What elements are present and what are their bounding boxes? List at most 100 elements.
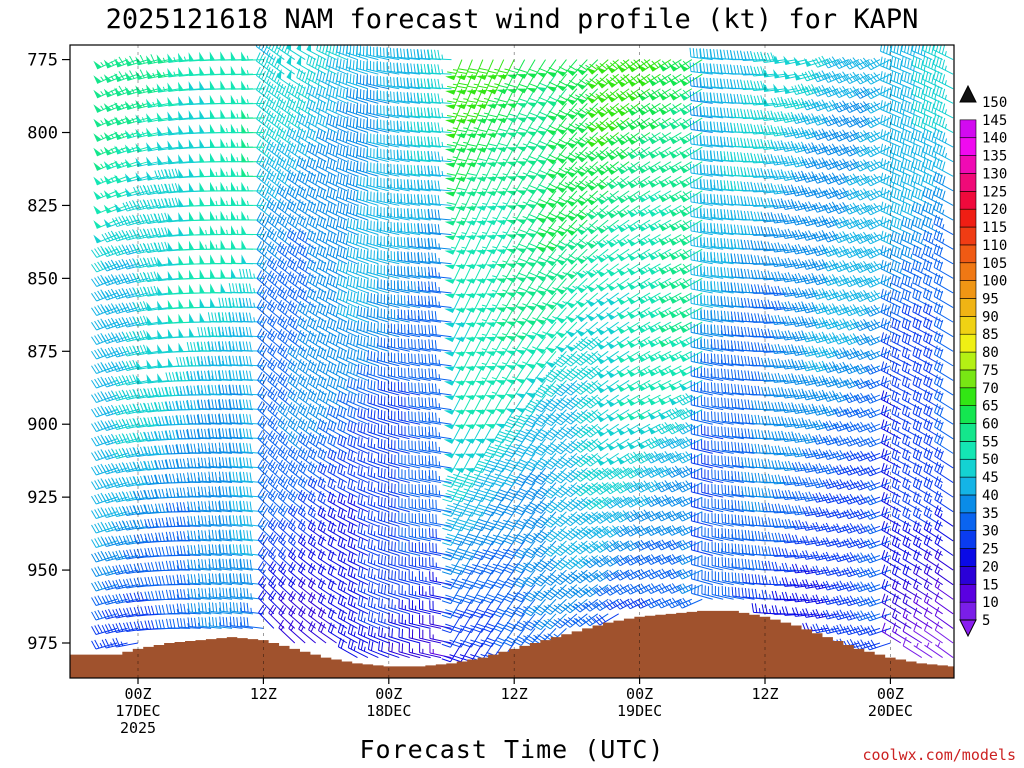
barb-staff [116, 277, 139, 286]
barb-full [97, 508, 103, 517]
barb-full [126, 520, 131, 530]
barb-full [97, 566, 103, 575]
barb-full [153, 271, 158, 281]
barb-full [373, 308, 376, 318]
barb-full [125, 404, 131, 414]
barb-full [126, 477, 131, 487]
barb-full [104, 580, 110, 590]
barb-full [125, 462, 131, 472]
barb-full [118, 274, 124, 283]
barb-full [380, 482, 383, 492]
barb-full [91, 264, 98, 273]
barb-full [107, 550, 114, 560]
barb-full [129, 447, 134, 457]
barb-full [139, 69, 145, 79]
barb-full [104, 624, 110, 633]
barb-half [373, 545, 376, 551]
barb-half [363, 457, 366, 463]
barb-staff [106, 277, 128, 287]
barb-staff [126, 584, 149, 589]
barb-full [129, 346, 134, 355]
barb-staff [137, 219, 160, 226]
barb-full [133, 578, 138, 588]
barb-flag [124, 86, 133, 96]
barb-full [101, 233, 108, 243]
barb-full [129, 505, 134, 515]
barb-full [112, 421, 118, 430]
barb-full [129, 491, 134, 501]
barb-full [91, 379, 97, 389]
barb-full [136, 490, 141, 500]
barb-full [363, 148, 365, 158]
barb-full [133, 215, 138, 225]
barb-full [107, 391, 114, 400]
barb-full [104, 377, 111, 387]
barb-full [94, 596, 100, 605]
barb-staff [116, 438, 139, 445]
barb-full [97, 276, 104, 285]
barb-full [115, 492, 121, 502]
barb-full [104, 421, 111, 430]
barb-full [115, 521, 121, 531]
barb-full [101, 465, 107, 475]
barb-staff [137, 438, 159, 443]
barb-full [91, 394, 97, 403]
barb-full [140, 548, 145, 558]
barb-full [101, 581, 107, 591]
barb-flag [124, 57, 133, 67]
barb-flag [114, 102, 122, 111]
barb-half [131, 146, 135, 152]
barb-full [94, 436, 100, 446]
barb-full [359, 176, 362, 186]
barb-full [122, 304, 128, 313]
barb-full [118, 85, 125, 94]
barb-full [393, 77, 395, 87]
barb-full [97, 348, 104, 357]
barb-full [139, 403, 145, 413]
barb-half [250, 593, 252, 598]
barb-full [122, 434, 128, 444]
barb-full [386, 76, 389, 86]
barb-full [122, 260, 128, 270]
barb-full [108, 579, 114, 589]
barb-full [118, 477, 124, 487]
barb-full [104, 435, 111, 445]
barb-flag [146, 330, 153, 340]
barb-full [122, 521, 128, 531]
barb-half [373, 632, 376, 638]
barb-full [133, 563, 138, 573]
barb-full [112, 609, 117, 619]
barb-full [107, 521, 114, 531]
barb-full [104, 363, 111, 372]
barb-staff [126, 438, 149, 444]
barb-full [147, 243, 152, 253]
barb-full [91, 336, 97, 345]
barb-flag [146, 113, 153, 123]
barb-staff [116, 540, 139, 547]
barb-half [105, 262, 110, 268]
barb-full [97, 464, 103, 474]
barb-full [129, 607, 134, 617]
barb-staff [126, 496, 149, 502]
barb-full [128, 288, 134, 297]
barb-staff [96, 496, 118, 505]
barb-full [150, 213, 155, 223]
barb-full [101, 378, 107, 388]
barb-full [118, 492, 124, 501]
barb-full [129, 563, 134, 573]
barb-full [115, 463, 121, 473]
barb-staff [106, 511, 128, 519]
barb-full [380, 438, 383, 449]
barb-half [110, 119, 115, 124]
barb-flag [135, 56, 143, 66]
barb-full [112, 334, 118, 343]
barb-flag [103, 74, 112, 83]
barb-full [356, 146, 359, 156]
barb-full [122, 492, 128, 502]
barb-full [97, 493, 103, 503]
barb-full [94, 262, 101, 272]
barb-full [370, 293, 372, 303]
barb-full [101, 567, 107, 576]
barb-full [94, 335, 101, 344]
